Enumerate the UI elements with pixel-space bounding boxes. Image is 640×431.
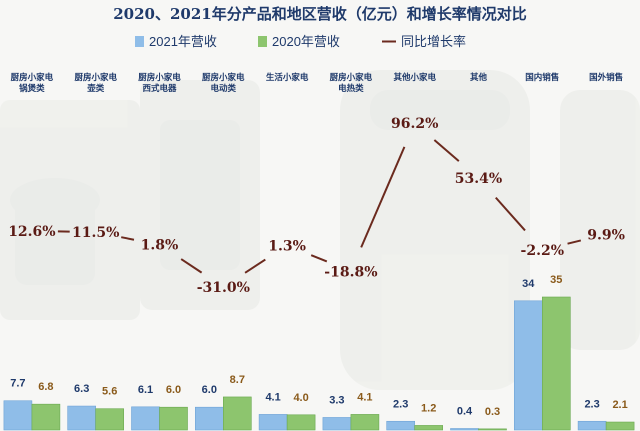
bar-label-2021: 2.3 [393, 398, 408, 410]
bar-label-2021: 6.0 [202, 384, 217, 396]
bar-2020 [95, 408, 124, 431]
growth-line-segment [567, 239, 582, 245]
growth-label: -18.8% [324, 264, 377, 280]
growth-label: 9.9% [587, 227, 625, 243]
bar-2021 [386, 420, 416, 431]
bar-2021 [450, 428, 479, 431]
legend: 2021年营收 2020年营收 同比增长率 [135, 34, 466, 49]
bar-2020 [223, 396, 252, 431]
bar-2021 [67, 405, 96, 431]
growth-label: 11.5% [72, 225, 119, 241]
growth-label: 53.4% [455, 171, 502, 187]
bar-label-2021: 2.3 [584, 398, 599, 410]
growth-line-segment [495, 196, 526, 232]
bar-label-2020: 5.6 [102, 386, 117, 398]
bar-2020 [31, 403, 61, 431]
category-label: 其他小家电 [393, 72, 436, 83]
legend-swatch-2020 [258, 36, 267, 47]
growth-label: 1.8% [141, 238, 179, 254]
growth-label: 96.2% [391, 116, 438, 132]
chart-title: 2020、2021年分产品和地区营收（亿元）和增长率情况对比 [113, 5, 527, 23]
bar-label-2020: 2.1 [612, 399, 627, 411]
growth-label: 12.6% [8, 224, 55, 240]
category-label: 国外销售 [589, 72, 623, 83]
bar-label-2021: 4.1 [265, 391, 280, 403]
bar-2020 [541, 296, 571, 431]
bar-2020 [414, 425, 444, 431]
bar-2021 [131, 406, 160, 431]
legend-swatch-2021 [135, 36, 144, 47]
bar-label-2020: 6.8 [38, 381, 53, 393]
bar-2021 [195, 406, 224, 431]
category-label: 电热类 [338, 83, 364, 94]
bar-2020 [159, 406, 188, 431]
bar-label-2020: 35 [550, 274, 562, 286]
growth-line-segment [121, 236, 135, 241]
bar-label-2021: 0.4 [457, 405, 473, 417]
bar-2021 [577, 420, 607, 431]
legend-label-2021: 2021年营收 [149, 34, 217, 49]
category-label: 西式电器 [142, 83, 177, 94]
bar-2020 [350, 414, 380, 431]
bar-label-2021: 6.3 [74, 383, 89, 395]
category-label: 厨房小家电 [74, 72, 117, 83]
growth-label: -2.2% [521, 243, 564, 259]
category-label: 壶类 [87, 83, 105, 94]
growth-labels: 12.6% 11.5% 1.8% -31.0% 1.3% -18.8% 96.2% 53.4%… [8, 116, 625, 296]
legend-label-growth: 同比增长率 [401, 34, 466, 49]
bars [3, 296, 635, 431]
bar-label-2020: 0.3 [485, 406, 500, 418]
legend-label-2020: 2020年营收 [272, 34, 340, 49]
bar-label-2021: 34 [522, 278, 535, 290]
bar-2021 [322, 417, 352, 431]
category-label: 锅煲类 [18, 83, 45, 94]
category-label: 生活小家电 [266, 72, 309, 83]
bar-2021 [513, 300, 543, 431]
category-label: 其他 [470, 72, 488, 83]
bar-2020 [605, 421, 635, 431]
background-product-image [0, 70, 640, 390]
category-label: 厨房小家电 [11, 72, 54, 83]
bar-label-2020: 4.0 [293, 392, 308, 404]
growth-line [57, 139, 582, 274]
category-label: 厨房小家电 [138, 72, 181, 83]
bar-label-2021: 3.3 [329, 394, 344, 406]
bar-label-2020: 1.2 [421, 402, 436, 414]
category-label: 电动类 [211, 83, 237, 94]
growth-line-segment [310, 254, 328, 263]
bar-2021 [258, 414, 288, 431]
bar-label-2020: 8.7 [230, 374, 245, 386]
category-label: 厨房小家电 [202, 72, 245, 83]
bar-label-2020: 4.1 [357, 391, 372, 403]
bar-label-2021: 6.1 [138, 384, 153, 396]
growth-line-segment [244, 258, 266, 274]
category-label: 厨房小家电 [330, 72, 373, 83]
growth-line-segment [360, 146, 406, 248]
bar-2020 [286, 414, 316, 431]
bar-2021 [3, 400, 33, 431]
bar-label-2020: 6.0 [166, 384, 181, 396]
bar-2020 [478, 428, 507, 431]
bar-value-labels: 7.7 6.8 6.3 5.6 6.1 6.0 6.0 8.7 4.1 4.0 3.3 4.1 2.3 1… [10, 274, 627, 418]
bar-label-2021: 7.7 [10, 378, 25, 390]
category-label: 国内销售 [525, 72, 559, 83]
growth-line-segment [180, 258, 203, 274]
growth-label: 1.3% [268, 238, 306, 254]
growth-line-segment [433, 139, 460, 162]
growth-label: -31.0% [197, 280, 250, 296]
